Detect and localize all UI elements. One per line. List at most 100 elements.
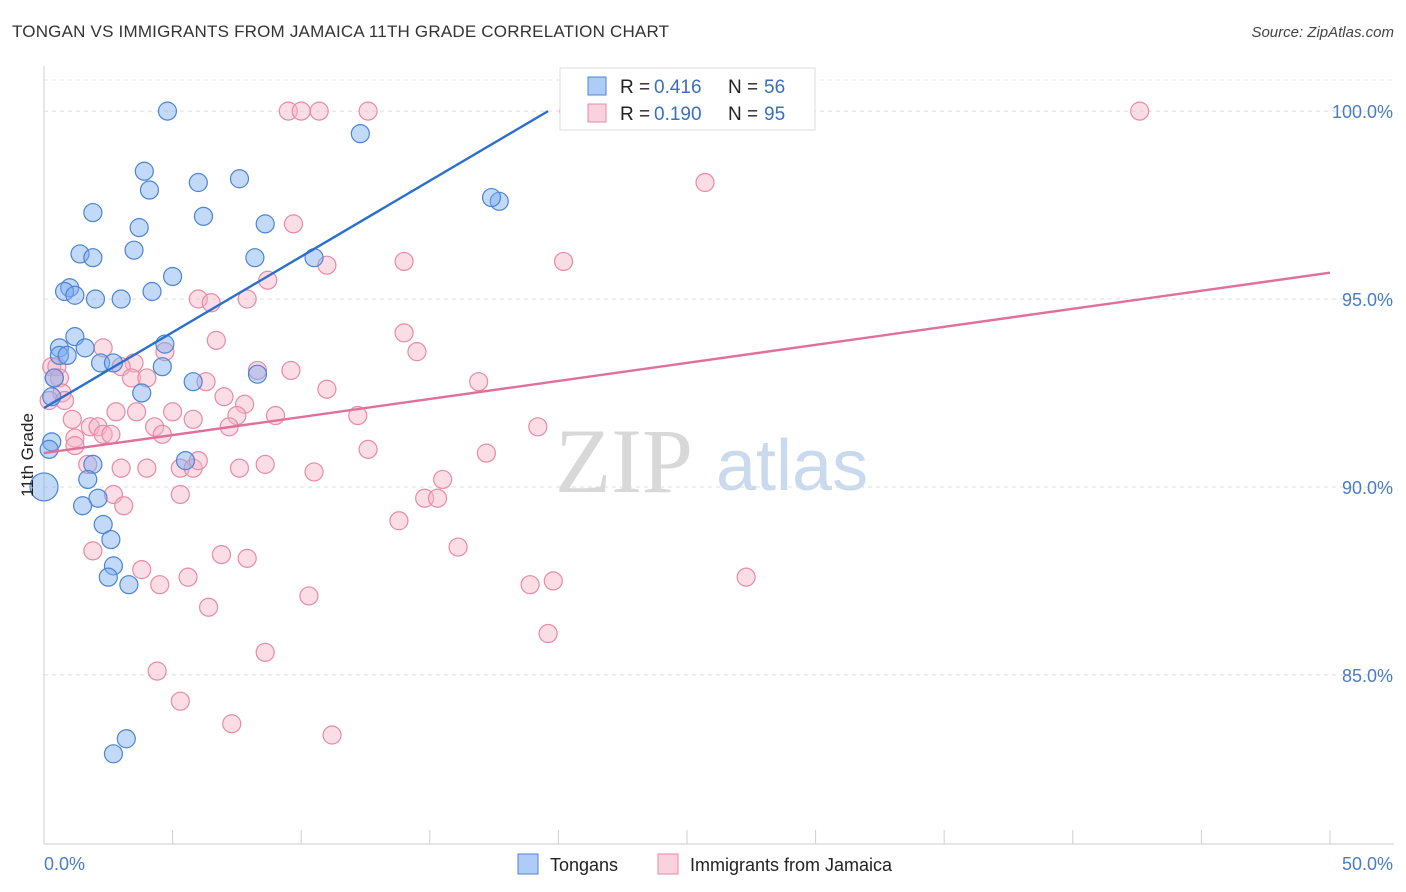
point-jamaica-57 bbox=[476, 443, 496, 463]
point-jamaica-58 bbox=[78, 454, 98, 474]
stats-legend: R = 0.416 N = 56 R = 0.190 N = 95 bbox=[559, 67, 816, 131]
point-jamaica-78 bbox=[132, 560, 152, 580]
stats-swatch-1 bbox=[587, 103, 607, 123]
point-jamaica-83 bbox=[736, 567, 756, 587]
point-jamaica-27 bbox=[137, 368, 157, 388]
stats-n-label-1: N = bbox=[728, 104, 758, 125]
point-jamaica-38 bbox=[106, 402, 126, 422]
point-jamaica-88 bbox=[147, 661, 167, 681]
point-tongans-21 bbox=[65, 285, 85, 305]
point-jamaica-29 bbox=[281, 360, 301, 381]
point-jamaica-81 bbox=[520, 575, 540, 595]
point-tongans-25 bbox=[49, 338, 70, 358]
point-tongans-47 bbox=[101, 529, 121, 550]
point-jamaica-74 bbox=[83, 541, 103, 561]
point-tongans-1 bbox=[350, 124, 370, 144]
x-tick-label-1: 50.0% bbox=[1342, 854, 1393, 874]
point-tongans-27 bbox=[49, 345, 70, 366]
point-tongans-32 bbox=[152, 357, 172, 377]
point-jamaica-91 bbox=[322, 725, 342, 745]
chart-title: TONGAN VS IMMIGRANTS FROM JAMAICA 11TH G… bbox=[12, 22, 670, 41]
stats-n-label-0: N = bbox=[728, 77, 758, 98]
point-jamaica-54 bbox=[152, 424, 172, 444]
point-tongans-13 bbox=[70, 244, 90, 264]
x-tick-label-0: 0.0% bbox=[44, 854, 85, 874]
data-points bbox=[29, 101, 1150, 764]
point-tongans-48 bbox=[103, 556, 124, 576]
point-jamaica-7 bbox=[283, 214, 304, 234]
gridlines bbox=[44, 79, 1394, 676]
point-tongans-52 bbox=[103, 744, 124, 764]
stats-swatch-0 bbox=[587, 76, 607, 96]
y-tick-label-2: 90.0% bbox=[1342, 478, 1393, 498]
point-jamaica-77 bbox=[448, 537, 468, 557]
trendline-tongans bbox=[43, 110, 549, 410]
point-tongans-43 bbox=[29, 472, 59, 502]
point-jamaica-20 bbox=[42, 357, 62, 377]
point-jamaica-55 bbox=[65, 436, 85, 456]
point-tongans-7 bbox=[193, 206, 214, 226]
point-tongans-3 bbox=[188, 172, 208, 193]
point-tongans-41 bbox=[175, 451, 196, 471]
trendline-jamaica bbox=[43, 271, 1331, 455]
series-1-points bbox=[39, 101, 1150, 745]
point-jamaica-8 bbox=[394, 251, 414, 272]
point-jamaica-37 bbox=[235, 394, 255, 414]
trendlines bbox=[43, 110, 1331, 455]
point-jamaica-16 bbox=[206, 330, 226, 350]
point-jamaica-6 bbox=[695, 172, 715, 193]
y-axis-title: 11th Grade bbox=[18, 413, 37, 497]
y-tick-label-1: 95.0% bbox=[1342, 290, 1393, 310]
point-tongans-26 bbox=[75, 338, 95, 358]
point-tongans-10 bbox=[481, 187, 502, 208]
point-jamaica-64 bbox=[255, 454, 275, 474]
point-tongans-8 bbox=[255, 214, 275, 234]
point-tongans-14 bbox=[83, 248, 103, 268]
stats-r-value-0: 0.416 bbox=[654, 77, 702, 98]
point-jamaica-66 bbox=[111, 458, 131, 478]
point-tongans-0 bbox=[157, 101, 178, 121]
point-jamaica-87 bbox=[255, 642, 275, 662]
point-jamaica-82 bbox=[543, 571, 563, 591]
point-jamaica-31 bbox=[317, 379, 337, 399]
point-tongans-49 bbox=[98, 567, 118, 587]
point-tongans-6 bbox=[83, 202, 103, 223]
legend-label-0: Tongans bbox=[550, 855, 618, 875]
point-tongans-46 bbox=[93, 514, 113, 535]
series-0-points bbox=[29, 101, 509, 764]
watermark-atlas: atlas bbox=[716, 426, 868, 506]
point-tongans-12 bbox=[124, 240, 144, 260]
point-tongans-42 bbox=[78, 469, 98, 490]
y-tick-label-3: 85.0% bbox=[1342, 666, 1393, 686]
point-jamaica-36 bbox=[214, 387, 234, 407]
point-jamaica-19 bbox=[407, 342, 427, 362]
point-jamaica-43 bbox=[348, 405, 368, 426]
point-tongans-23 bbox=[111, 289, 131, 309]
point-tongans-22 bbox=[85, 289, 106, 309]
point-jamaica-67 bbox=[433, 469, 453, 490]
point-tongans-34 bbox=[183, 372, 203, 392]
point-jamaica-72 bbox=[114, 496, 134, 516]
point-jamaica-15 bbox=[394, 323, 414, 343]
watermark-zip: ZIP bbox=[555, 410, 693, 512]
point-jamaica-5 bbox=[1130, 101, 1150, 121]
point-jamaica-39 bbox=[126, 402, 147, 422]
point-jamaica-2 bbox=[309, 101, 329, 121]
point-tongans-51 bbox=[116, 729, 136, 749]
point-jamaica-24 bbox=[49, 368, 70, 388]
stats-r-label-1: R = bbox=[620, 104, 650, 125]
point-jamaica-84 bbox=[299, 586, 319, 606]
point-jamaica-14 bbox=[237, 289, 257, 309]
point-jamaica-53 bbox=[101, 424, 121, 444]
point-jamaica-3 bbox=[358, 101, 378, 121]
point-tongans-44 bbox=[88, 488, 108, 508]
legend-swatch-0 bbox=[517, 853, 539, 875]
point-jamaica-44 bbox=[62, 409, 82, 429]
point-tongans-33 bbox=[44, 368, 64, 388]
point-jamaica-89 bbox=[170, 691, 190, 711]
point-jamaica-71 bbox=[427, 488, 448, 508]
point-jamaica-1 bbox=[291, 101, 311, 121]
point-jamaica-12 bbox=[188, 289, 208, 309]
point-jamaica-63 bbox=[229, 458, 250, 478]
